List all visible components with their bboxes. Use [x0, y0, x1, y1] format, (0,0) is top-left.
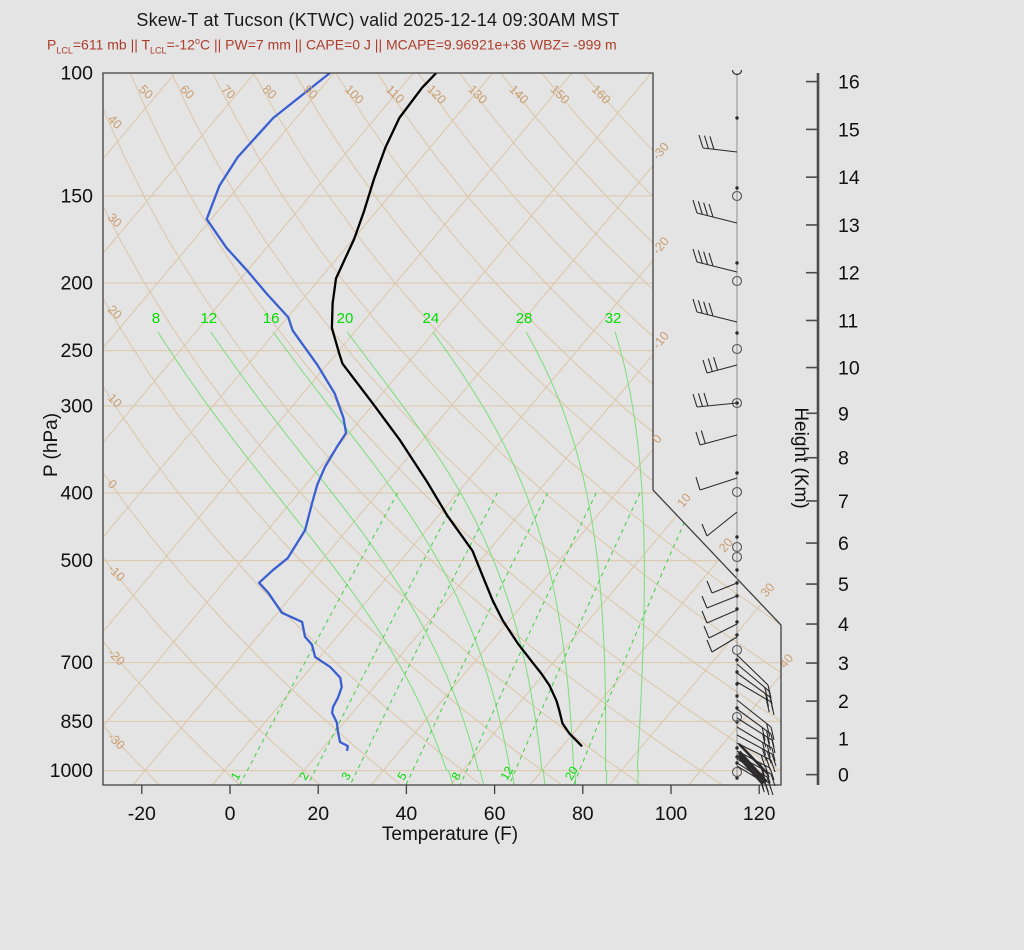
svg-text:1: 1	[838, 728, 849, 750]
svg-text:20: 20	[105, 302, 125, 322]
svg-text:20: 20	[307, 803, 329, 825]
svg-text:0: 0	[650, 432, 665, 446]
svg-text:1000: 1000	[50, 760, 94, 782]
svg-text:32: 32	[605, 310, 622, 327]
svg-text:-20: -20	[105, 646, 128, 669]
svg-text:10: 10	[838, 358, 860, 380]
svg-text:11: 11	[838, 310, 858, 332]
svg-text:16: 16	[838, 72, 860, 94]
svg-text:110: 110	[383, 82, 407, 106]
svg-text:250: 250	[60, 340, 93, 362]
svg-text:30: 30	[758, 580, 778, 600]
svg-text:60: 60	[484, 803, 506, 825]
svg-text:20: 20	[337, 310, 354, 327]
svg-text:300: 300	[60, 395, 93, 417]
svg-text:10: 10	[674, 491, 694, 511]
svg-text:150: 150	[60, 185, 93, 207]
svg-text:60: 60	[177, 82, 197, 102]
svg-text:5: 5	[838, 574, 849, 596]
svg-text:40: 40	[396, 803, 418, 825]
svg-text:14: 14	[838, 167, 860, 189]
svg-text:2: 2	[296, 769, 312, 782]
svg-text:80: 80	[572, 803, 594, 825]
svg-text:850: 850	[60, 711, 93, 733]
svg-text:20: 20	[716, 535, 736, 555]
svg-text:12: 12	[838, 263, 860, 285]
svg-text:2: 2	[838, 691, 849, 713]
svg-text:90: 90	[301, 82, 321, 102]
svg-text:6: 6	[838, 533, 849, 555]
svg-text:16: 16	[263, 310, 280, 327]
svg-text:30: 30	[105, 210, 125, 230]
svg-text:13: 13	[838, 215, 860, 237]
svg-text:40: 40	[105, 112, 125, 132]
svg-text:5: 5	[394, 769, 410, 782]
svg-text:8: 8	[838, 448, 849, 470]
chart-subtitle: PLCL=611 mb || TLCL=-12oC || PW=7 mm || …	[47, 36, 617, 56]
svg-text:400: 400	[60, 483, 93, 505]
svg-text:500: 500	[60, 550, 93, 572]
svg-text:8: 8	[152, 310, 160, 327]
svg-text:28: 28	[516, 310, 533, 327]
svg-text:1: 1	[228, 769, 244, 782]
svg-text:100: 100	[342, 82, 367, 107]
svg-text:700: 700	[60, 652, 93, 674]
svg-text:120: 120	[743, 803, 776, 825]
svg-text:15: 15	[838, 119, 860, 141]
svg-text:0: 0	[838, 765, 849, 787]
svg-text:-20: -20	[128, 803, 156, 825]
svg-text:100: 100	[655, 803, 688, 825]
svg-text:12: 12	[200, 310, 217, 327]
svg-text:100: 100	[60, 63, 93, 85]
svg-text:4: 4	[838, 614, 849, 636]
svg-text:80: 80	[260, 82, 280, 102]
svg-text:3: 3	[838, 653, 849, 675]
svg-text:70: 70	[218, 82, 238, 102]
chart-title: Skew-T at Tucson (KTWC) valid 2025-12-14…	[136, 10, 620, 30]
svg-text:200: 200	[60, 273, 93, 295]
svg-text:7: 7	[838, 491, 849, 513]
temperature-axis-label: Temperature (F)	[381, 824, 519, 845]
svg-text:24: 24	[423, 310, 440, 327]
svg-text:3: 3	[338, 769, 354, 782]
svg-text:12: 12	[497, 764, 516, 783]
svg-text:20: 20	[562, 764, 581, 783]
svg-text:9: 9	[838, 403, 849, 425]
svg-text:150: 150	[548, 82, 573, 107]
svg-text:40: 40	[777, 651, 797, 671]
svg-text:0: 0	[225, 803, 236, 825]
